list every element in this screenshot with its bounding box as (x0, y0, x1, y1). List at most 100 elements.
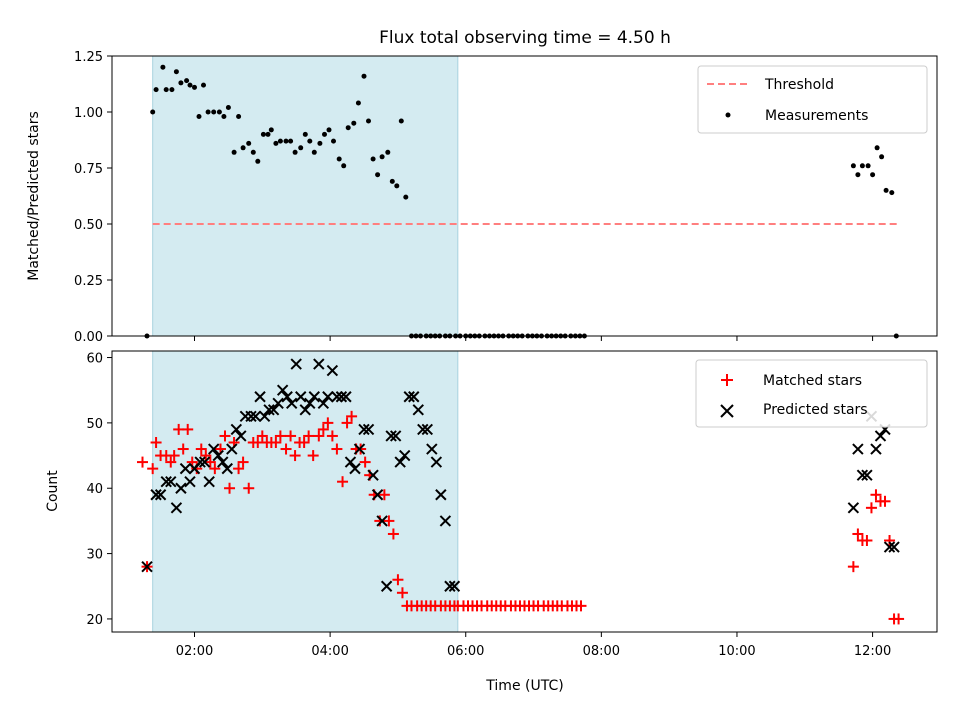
matched-point (884, 535, 896, 547)
measurement-point (385, 149, 391, 155)
predicted-point (281, 391, 293, 403)
predicted-point (263, 404, 275, 416)
measurement-point (205, 109, 211, 115)
predicted-point (212, 449, 224, 462)
legend-threshold-label: Threshold (764, 77, 834, 93)
predicted-point (344, 456, 357, 468)
legend-predicted-swatch (720, 404, 734, 418)
measurement-point (341, 163, 347, 169)
matched-point (165, 456, 177, 468)
predicted-point (380, 580, 393, 592)
predicted-point (226, 443, 238, 455)
matched-point (879, 495, 891, 507)
top-y-ticks: 0.00 0.25 0.50 0.75 1.00 1.25 (74, 50, 112, 345)
matched-point (195, 443, 207, 455)
predicted-point (448, 580, 461, 592)
predicted-point (308, 391, 321, 403)
measurement-point (184, 78, 190, 84)
predicted-point (847, 502, 860, 514)
measurement-point (345, 125, 351, 131)
predicted-point (165, 475, 177, 488)
top-y-tick-label: 1.00 (74, 106, 103, 121)
predicted-point (245, 410, 257, 423)
predicted-point (254, 391, 266, 403)
x-tick-label: 10:00 (718, 644, 755, 659)
predicted-point (883, 541, 896, 553)
measurement-point (260, 131, 266, 137)
matched-point (378, 489, 390, 501)
top-legend: Threshold Measurements (697, 65, 928, 134)
measurement-point (311, 149, 317, 155)
matched-point (285, 430, 297, 442)
predicted-point (389, 430, 402, 442)
x-tick-label: 04:00 (311, 644, 348, 659)
bottom-x-ticks: 02:00 04:00 06:00 08:00 10:00 12:00 (176, 632, 891, 659)
predicted-point (272, 397, 284, 409)
matched-point (204, 456, 216, 468)
matched-point (200, 450, 212, 462)
measurement-point (351, 120, 357, 126)
matched-point (270, 436, 282, 448)
matched-point (182, 423, 194, 435)
predicted-point (179, 462, 192, 475)
predicted-point (317, 397, 330, 409)
bottom-panel: 20 30 40 50 60 02:00 04:00 06:00 08:00 10:00 12:0… (45, 350, 938, 694)
predicted-point (175, 482, 187, 494)
measurement-point (225, 105, 231, 110)
measurement-point (240, 145, 246, 151)
predicted-point (322, 391, 334, 403)
measurement-point (889, 190, 895, 196)
matched-point (383, 515, 395, 527)
bottom-y-ticks: 20 30 40 50 60 (86, 352, 112, 628)
predicted-point (331, 391, 343, 403)
top-panel: 0.00 0.25 0.50 0.75 1.00 1.25 Matched/Predict… (26, 50, 938, 345)
x-axis-label: Time (UTC) (485, 678, 563, 694)
predicted-point (267, 404, 280, 416)
measurement-point (255, 158, 261, 164)
matched-point (337, 476, 349, 488)
matched-point (237, 456, 249, 468)
top-y-tick-label: 1.25 (74, 50, 103, 65)
matched-point (322, 417, 334, 429)
predicted-point (426, 443, 438, 455)
matched-point (396, 587, 408, 599)
measurement-point (169, 87, 175, 93)
predicted-point (888, 541, 900, 553)
bottom-y-tick-label: 40 (86, 482, 103, 497)
predicted-point (208, 443, 220, 455)
predicted-point (313, 358, 325, 370)
predicted-point (154, 489, 167, 501)
measurement-point (361, 73, 367, 79)
measurement-point (196, 114, 202, 119)
measurement-point (870, 172, 876, 178)
predicted-point (408, 391, 420, 403)
predicted-point (870, 443, 882, 455)
predicted-point (326, 364, 339, 377)
matched-point (341, 417, 353, 429)
measurement-point (302, 131, 308, 137)
measurement-point (250, 149, 256, 155)
predicted-point (141, 560, 153, 573)
matched-point (392, 574, 404, 586)
matched-point (575, 600, 587, 612)
measurement-point (236, 114, 242, 119)
measurement-point (292, 149, 298, 155)
matched-point (317, 423, 329, 435)
predicted-point (299, 404, 311, 416)
matched-point (147, 463, 159, 475)
predicted-point (421, 423, 434, 436)
matched-point (177, 443, 189, 455)
predicted-point (198, 456, 211, 468)
predicted-point (371, 489, 384, 501)
matched-point (298, 436, 310, 448)
matched-point (219, 430, 231, 442)
measurement-point (273, 140, 279, 146)
matched-point (331, 443, 343, 455)
measurement-point (322, 131, 327, 137)
measurement-point (283, 138, 289, 144)
matched-point (274, 430, 286, 442)
measurement-point (150, 109, 156, 115)
measurement-point (879, 154, 885, 160)
predicted-point (184, 475, 196, 488)
predicted-point (249, 410, 262, 423)
